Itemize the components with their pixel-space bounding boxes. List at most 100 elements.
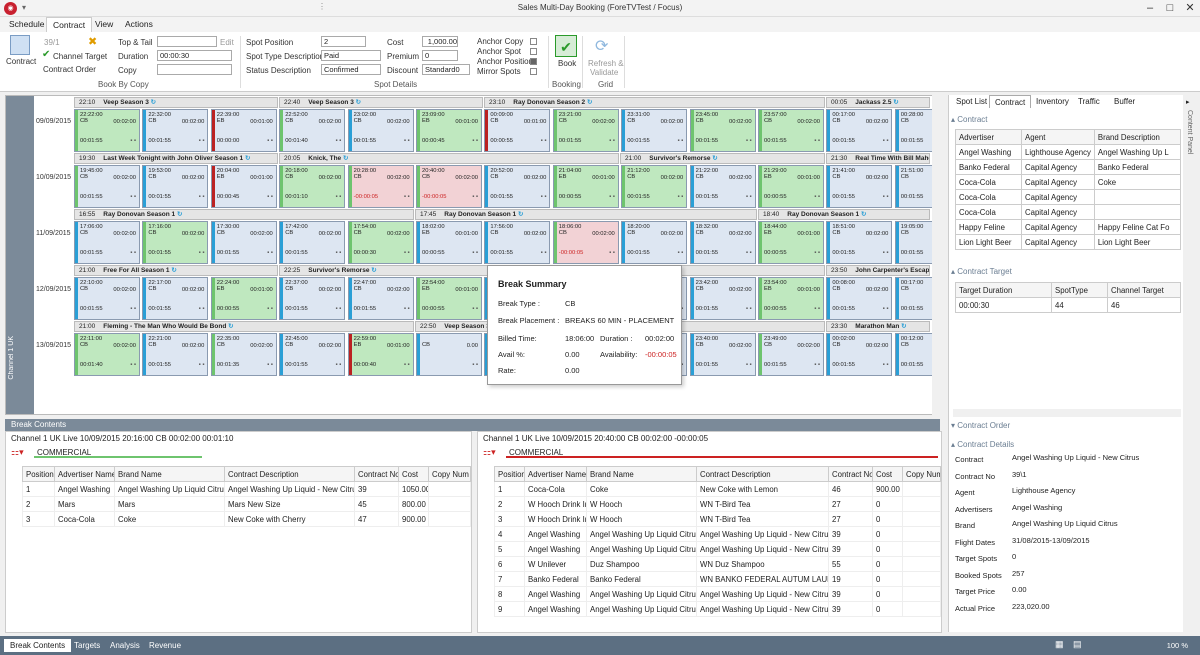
table-row[interactable]: 3 Coca-Cola Coke New Coke with Cherry 47 900.… [22,511,471,527]
col-channel-target[interactable]: Channel Target [1107,282,1181,298]
panel-scrollbar[interactable] [953,409,1181,417]
program-header[interactable]: 20:05 Knick, The ↻ [279,153,619,164]
table-cell[interactable] [1093,204,1182,220]
copy-select[interactable] [157,64,232,75]
table-cell[interactable]: Coca-Cola [524,481,587,497]
column-header[interactable]: Brand Name [114,466,225,482]
break-cell[interactable]: 20:52:00 CB 00:02:00 00:01:55 ▪ ▪ [484,165,551,208]
table-cell[interactable]: 900.00 [398,511,429,527]
table-cell[interactable]: WN T-Bird Tea [696,496,829,512]
break-cell[interactable]: 00:02:00 CB 00:02:00 00:01:55 ▪ ▪ [826,333,893,376]
table-cell[interactable] [902,481,941,497]
program-header[interactable]: 22:40 Veep Season 3 ↻ [279,97,483,108]
contract-order-button[interactable]: Contract Order [43,65,96,74]
target-duration-cell[interactable]: 00:00:30 [955,297,1052,313]
table-cell[interactable]: New Coke with Cherry [224,511,355,527]
spot-type-select[interactable]: Paid [321,50,381,61]
break-cell[interactable]: 22:22:00 CB 00:02:00 00:01:55 ▪ ▪ [74,109,140,152]
break-cell[interactable]: 21:41:00 CB 00:02:00 00:01:55 ▪ ▪ [826,165,893,208]
table-cell[interactable]: 4 [494,526,525,542]
cell-menu-icon[interactable]: ▪ ▪ [882,362,889,368]
table-cell[interactable]: 1 [494,481,525,497]
col-advertiser[interactable]: Advertiser [955,129,1022,145]
column-header[interactable]: Advertiser Name [54,466,115,482]
break-cell[interactable]: 00:09:00 CB 00:01:00 00:00:55 ▪ ▪ [484,109,551,152]
break-cell[interactable]: 21:29:00 EB 00:01:00 00:00:55 ▪ ▪ [758,165,824,208]
tab-inventory[interactable]: Inventory [1036,97,1069,106]
table-row[interactable]: 9 Angel Washing Angel Washing Up Liquid Ci… [494,601,941,617]
table-cell[interactable]: 45 [354,496,399,512]
table-cell[interactable]: 27 [828,511,873,527]
swap-icon[interactable]: ✖ [88,36,98,48]
tab-break-contents[interactable]: Break Contents [4,639,72,652]
break-cell[interactable]: 22:45:00 CB 00:02:00 00:01:55 ▪ ▪ [279,333,346,376]
col-agent[interactable]: Agent [1021,129,1095,145]
table-cell[interactable]: Mars New Size [224,496,355,512]
program-header[interactable]: 22:10 Veep Season 3 ↻ [74,97,278,108]
break-cell[interactable]: 17:56:00 CB 00:02:00 00:01:55 ▪ ▪ [484,221,551,264]
break-cell[interactable]: 17:42:00 CB 00:02:00 00:01:55 ▪ ▪ [279,221,346,264]
cell-menu-icon[interactable]: ▪ ▪ [130,250,136,256]
table-row[interactable]: Lion Light Beer Capital Agency Lion Light … [955,234,1182,250]
table-cell[interactable]: 2 [22,496,55,512]
table-cell[interactable]: 2 [494,496,525,512]
cell-menu-icon[interactable]: ▪ ▪ [814,362,820,368]
table-cell[interactable]: 0 [872,571,903,587]
table-cell[interactable]: W Hooch Drink Ir [524,496,587,512]
table-cell[interactable]: 46 [828,481,873,497]
program-header[interactable]: 19:30 Last Week Tonight with John Oliver … [74,153,278,164]
table-cell[interactable] [902,541,941,557]
table-cell[interactable]: Happy Feline [955,219,1022,235]
col-brand-description[interactable]: Brand Description [1093,129,1182,145]
cell-menu-icon[interactable]: ▪ ▪ [267,362,273,368]
break-cell[interactable]: 18:44:00 EB 00:01:00 00:00:55 ▪ ▪ [758,221,824,264]
book-icon[interactable]: ✔ [555,35,577,57]
break-cell[interactable]: 22:10:00 CB 00:02:00 00:01:55 ▪ ▪ [74,277,140,320]
break-filter-icon[interactable]: ⚏▾ [483,447,496,457]
table-cell[interactable]: 7 [494,571,525,587]
panel-scroll-right-icon[interactable]: ▸ [1186,99,1190,106]
cell-menu-icon[interactable]: ▪ ▪ [882,138,889,144]
cell-menu-icon[interactable]: ▪ ▪ [745,138,752,144]
status-select[interactable]: Confirmed [321,64,381,75]
break-cell[interactable]: 22:47:00 CB 00:02:00 00:01:55 ▪ ▪ [347,277,414,320]
column-header[interactable]: Position [22,466,55,482]
layout-icon[interactable]: ▦ [1055,639,1064,649]
discount-select[interactable]: Standard0 [422,64,470,75]
break-cell[interactable]: CB 0.00 ▪ ▪ [416,333,482,376]
table-cell[interactable]: 39 [828,601,873,617]
column-header[interactable]: Advertiser Name [524,466,587,482]
table-row[interactable]: 2 Mars Mars Mars New Size 45 800.00 [22,496,471,512]
cell-menu-icon[interactable]: ▪ ▪ [130,194,136,200]
top-tail-select[interactable] [157,36,217,47]
table-cell[interactable]: 800.00 [398,496,429,512]
cell-menu-icon[interactable]: ▪ ▪ [814,194,820,200]
break-cell[interactable]: 22:39:00 EB 00:01:00 00:00:00 ▪ ▪ [210,109,277,152]
break-cell[interactable]: 22:21:00 CB 00:02:00 00:01:55 ▪ ▪ [142,333,209,376]
col-spot-type[interactable]: SpotType [1051,282,1108,298]
table-cell[interactable]: Lion Light Beer [1093,234,1182,250]
book-button[interactable]: Book [558,59,577,68]
table-cell[interactable]: WN T-Bird Tea [696,511,829,527]
column-header[interactable]: Copy Num [902,466,941,482]
table-cell[interactable]: Capital Agency [1021,204,1095,220]
cell-menu-icon[interactable]: ▪ ▪ [403,362,410,368]
tab-revenue[interactable]: Revenue [149,641,182,650]
table-cell[interactable]: Lion Light Beer [955,234,1022,250]
column-header[interactable]: Contract No. [828,466,873,482]
cell-menu-icon[interactable]: ▪ ▪ [814,138,820,144]
table-cell[interactable]: Angel Washing Up Liquid - New Citrus [224,481,355,497]
table-cell[interactable] [1093,189,1182,205]
table-cell[interactable]: 39 [828,586,873,602]
program-header[interactable]: 23:30 Marathon Man ↻ [826,321,930,332]
channel-target-cell[interactable]: 46 [1107,297,1181,313]
table-cell[interactable]: Angel Washing Up Liquid Citrus [586,526,697,542]
spot-position-input[interactable]: 2 [321,36,366,47]
tab-targets[interactable]: Targets [74,641,101,650]
cell-menu-icon[interactable]: ▪ ▪ [403,194,410,200]
cost-input[interactable]: 1,000.00 [422,36,458,47]
quick-access-icon[interactable]: ▾ [22,3,27,12]
